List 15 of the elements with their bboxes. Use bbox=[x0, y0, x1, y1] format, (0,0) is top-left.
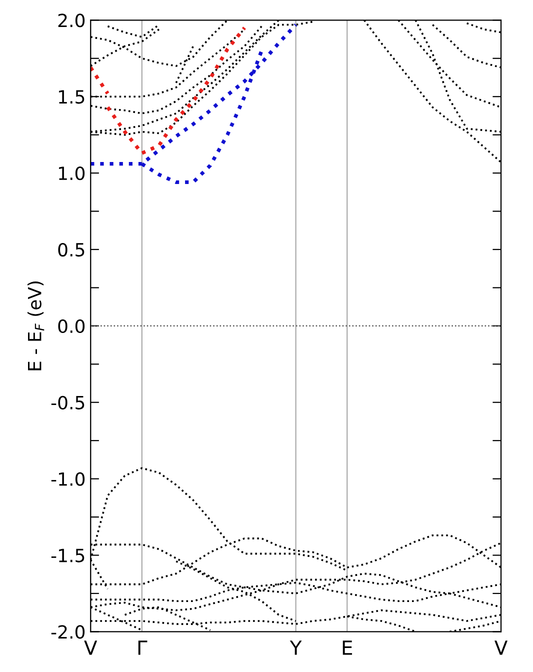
y-tick-label: 1.0 bbox=[59, 166, 85, 180]
y-tick-label: -1.0 bbox=[51, 472, 85, 486]
y-tick-label: -0.5 bbox=[51, 396, 84, 410]
y-tick-label: -1.5 bbox=[51, 548, 84, 562]
x-tick-label: E bbox=[342, 640, 352, 655]
x-tick-label: V bbox=[84, 640, 98, 655]
x-tick-label: V bbox=[494, 640, 508, 655]
y-tick-label: -2.0 bbox=[51, 625, 85, 639]
y-axis-title: E - E$_{F}$ (eV) bbox=[27, 281, 44, 370]
y-tick-label: 2.0 bbox=[58, 14, 85, 28]
x-tick-label: Y bbox=[290, 640, 302, 655]
x-tick-label: Γ bbox=[138, 640, 148, 655]
y-tick-label: 0.0 bbox=[58, 319, 85, 334]
y-tick-label: 0.5 bbox=[58, 242, 84, 257]
y-tick-label: 1.5 bbox=[59, 90, 84, 104]
